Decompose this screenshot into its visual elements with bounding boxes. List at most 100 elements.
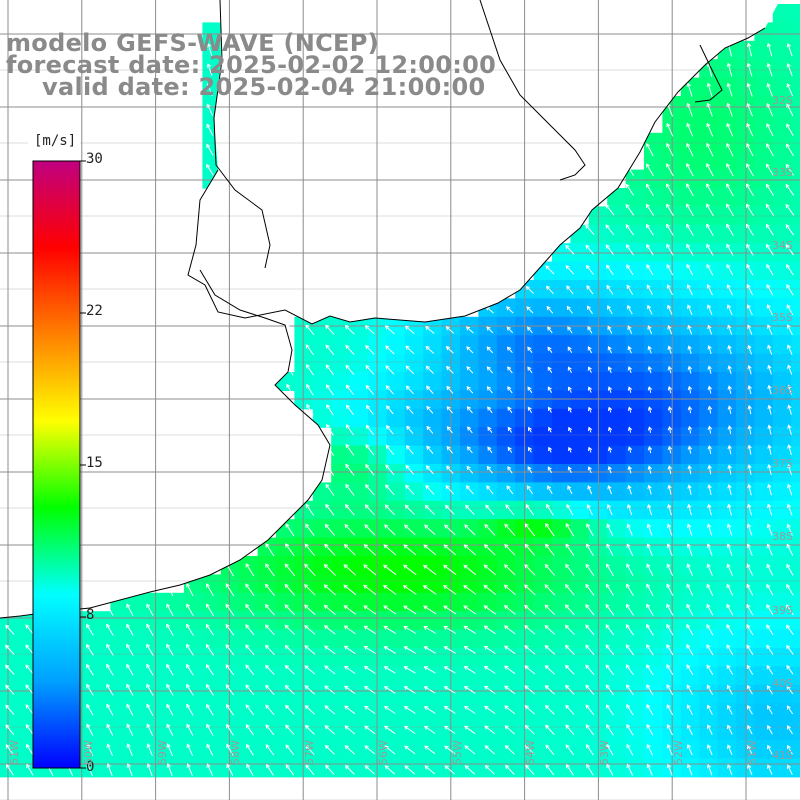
wind-cell [404,482,424,502]
wind-arrow [586,744,594,756]
wind-arrow [706,543,713,556]
wind-arrow [483,685,496,695]
wind-arrow [686,563,693,576]
wind-arrow [605,204,615,216]
wind-cell [423,372,443,391]
wind-arrow [344,764,355,775]
wind-arrow [206,83,213,96]
wind-arrow [325,503,335,516]
wind-cell [331,464,351,483]
wind-arrow [766,243,774,256]
wind-arrow [786,324,793,336]
wind-cell [791,629,800,649]
wind-cell [570,261,590,281]
wind-cell [791,758,800,778]
wind-arrow [686,263,694,276]
wind-arrow [126,763,133,777]
wind-arrow [625,244,634,256]
wind-arrow [487,446,493,454]
wind-cell [331,445,351,465]
wind-cell [791,703,800,723]
wind-cell [0,666,19,686]
wind-cell [257,629,277,649]
wind-arrow [503,604,516,615]
colorbar-tick-0: 0 [86,759,95,775]
wind-arrow [565,265,575,275]
wind-arrow [568,446,573,453]
wind-cell [791,611,800,631]
wind-arrow [726,223,734,236]
wind-cell [607,335,627,355]
wind-cell [644,372,663,391]
wind-cell [754,59,774,79]
wind-arrow [667,345,672,354]
wind-cell [276,648,295,667]
wind-arrow [766,583,774,596]
wind-arrow [767,464,772,476]
wind-arrow [304,604,316,616]
wind-arrow [605,583,615,596]
wind-cell [220,758,240,778]
wind-arrow [385,464,395,476]
colorbar-tick-15: 15 [86,455,103,471]
wind-cell [423,703,443,723]
wind-arrow [484,544,496,556]
wind-arrow [625,163,635,176]
wind-cell [294,390,314,410]
wind-cell [717,224,737,244]
wind-arrow [607,446,613,453]
wind-arrow [225,684,235,696]
wind-arrow [344,504,355,516]
wind-cell [625,188,645,207]
wind-cell [552,372,571,391]
wind-arrow [364,524,376,536]
wind-arrow [544,624,556,635]
wind-arrow [285,324,295,336]
wind-cell [625,464,645,483]
wind-arrow [284,604,296,616]
wind-arrow [625,664,634,676]
wind-arrow [86,683,94,696]
wind-arrow [786,644,794,655]
wind-arrow [245,644,255,656]
wind-cell [386,464,406,483]
wind-cell [533,703,553,723]
wind-cell [644,408,663,428]
wind-cell [496,353,516,373]
wind-cell [0,758,19,778]
wind-arrow [463,666,476,674]
wind-arrow [186,623,194,636]
wind-arrow [365,424,374,435]
wind-cell [349,758,369,778]
wind-arrow [524,685,536,695]
wind-arrow [565,543,575,556]
wind-cell [276,758,295,778]
wind-cell [570,740,590,759]
wind-arrow [585,724,595,736]
wind-arrow [666,122,674,137]
wind-arrow [785,203,795,216]
wind-cell [533,648,553,667]
wind-arrow [565,744,575,756]
wind-arrow [746,122,754,137]
wind-arrow [545,764,555,776]
wind-cell [699,592,719,612]
wind-arrow [666,743,673,756]
wind-arrow [647,503,653,516]
wind-arrow [206,163,214,176]
wind-cell [349,721,369,741]
wind-arrow [526,326,533,334]
wind-cell [791,22,800,42]
wind-cell [791,519,800,539]
wind-arrow [466,465,474,474]
wind-arrow [706,684,714,695]
wind-arrow [587,485,593,495]
wind-arrow [706,763,713,776]
wind-arrow [225,664,235,676]
wind-arrow [727,324,733,335]
wind-arrow [645,203,655,216]
wind-arrow [483,584,497,595]
wind-arrow [565,763,574,776]
wind-arrow [786,264,794,276]
wind-cell [460,721,479,741]
